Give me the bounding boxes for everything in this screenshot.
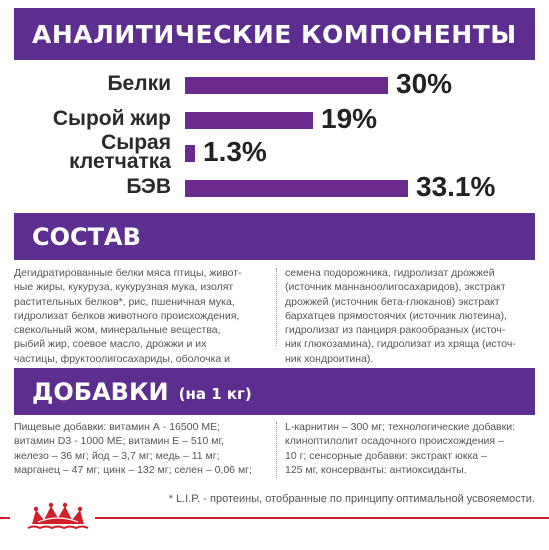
composition-divider: [276, 268, 277, 346]
nutrient-bar: [185, 112, 313, 129]
nutrient-bar: [185, 145, 195, 162]
nutrient-label: Белки: [107, 72, 171, 95]
nutrient-bar: [185, 180, 408, 197]
composition-text-left: Дегидратированные белки мяса птицы, живо…: [14, 267, 242, 365]
nutrient-label: БЭВ: [126, 175, 171, 198]
additives-text-right: L-карнитин – 300 мг; технологические доб…: [285, 421, 516, 476]
composition-title: СОСТАВ: [32, 222, 141, 251]
nutrient-label: Сырой жир: [52, 107, 171, 130]
analytics-header: АНАЛИТИЧЕСКИЕ КОМПОНЕНТЫ: [14, 8, 535, 60]
nutrient-bar: [185, 77, 388, 94]
composition-text-right: семена подорожника, гидролизат дрожжей (…: [285, 267, 516, 365]
nutrient-label: Сырая клетчатка: [69, 131, 171, 173]
additives-title: ДОБАВКИ: [32, 377, 169, 406]
nutrient-value: 19%: [321, 103, 378, 134]
brand-rule-left: [0, 517, 10, 519]
nutrient-value: 33.1%: [416, 171, 496, 202]
additives-subtitle: (на 1 кг): [178, 384, 252, 403]
additives-header: ДОБАВКИ (на 1 кг): [14, 368, 535, 415]
analytics-title: АНАЛИТИЧЕСКИЕ КОМПОНЕНТЫ: [32, 19, 517, 49]
nutrient-value: 1.3%: [203, 136, 267, 167]
nutrient-value: 30%: [396, 68, 453, 99]
brand-rule-right: [95, 517, 549, 519]
additives-divider: [276, 422, 277, 478]
composition-header: СОСТАВ: [14, 213, 535, 260]
footnote: * L.I.P. - протеины, отобранные по принц…: [168, 493, 535, 505]
royal-canin-crown-logo-icon: [27, 502, 89, 530]
additives-text-left: Пищевые добавки: витамин А - 16500 МЕ; в…: [14, 421, 252, 476]
